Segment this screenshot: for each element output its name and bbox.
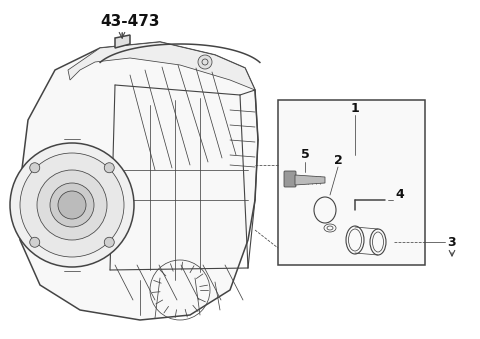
Circle shape (58, 191, 86, 219)
Text: 3: 3 (448, 236, 456, 248)
Polygon shape (20, 42, 258, 320)
Polygon shape (278, 100, 425, 265)
Circle shape (30, 163, 40, 173)
Circle shape (50, 183, 94, 227)
Circle shape (37, 170, 107, 240)
Text: 2: 2 (334, 154, 342, 166)
Text: 1: 1 (350, 101, 360, 115)
FancyBboxPatch shape (284, 171, 296, 187)
Polygon shape (115, 35, 130, 48)
Text: 43-473: 43-473 (100, 15, 160, 29)
Circle shape (104, 163, 114, 173)
Circle shape (198, 55, 212, 69)
Polygon shape (295, 175, 325, 185)
Circle shape (104, 237, 114, 247)
Polygon shape (68, 42, 255, 90)
Circle shape (10, 143, 134, 267)
Circle shape (20, 153, 124, 257)
Text: 4: 4 (396, 188, 404, 201)
Text: 5: 5 (300, 148, 310, 161)
Circle shape (30, 237, 40, 247)
